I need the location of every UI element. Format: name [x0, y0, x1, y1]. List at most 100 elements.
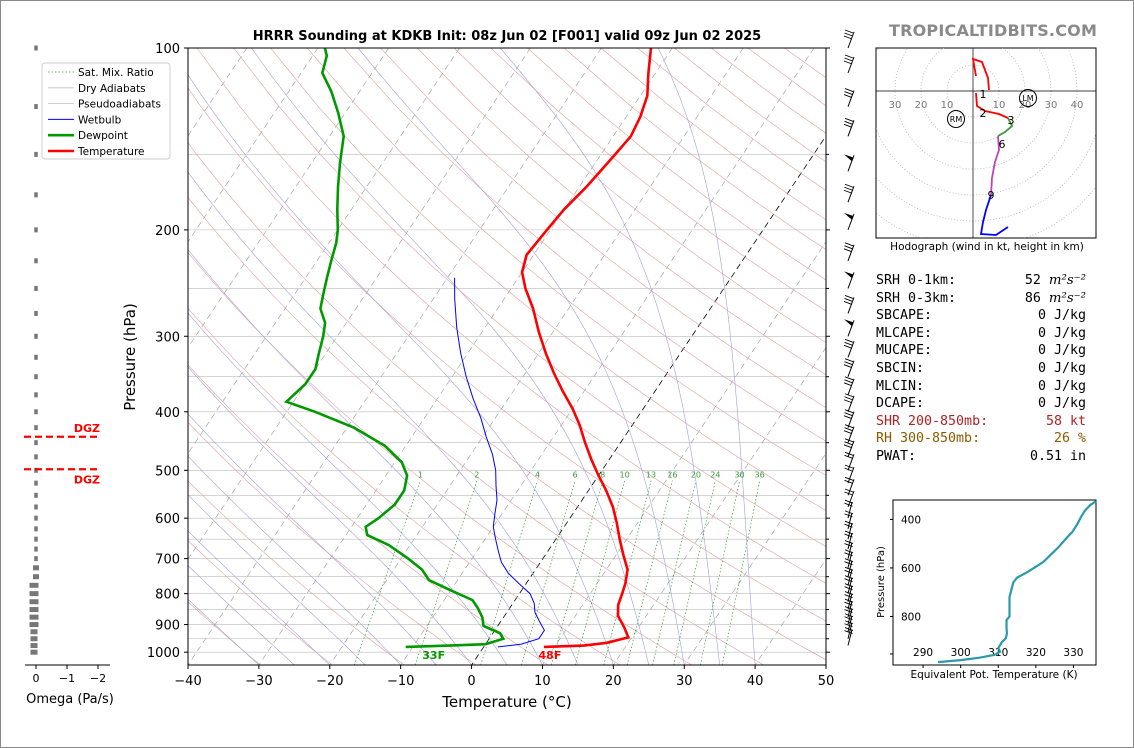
mixing-ratio-line: [480, 480, 538, 665]
wind-barb-feather: [844, 616, 853, 621]
omega-bar: [29, 599, 39, 605]
wind-barb-feather: [843, 123, 853, 128]
hodograph-height-label: 6: [999, 138, 1006, 151]
stat-row: MLCAPE: 0 J/kg: [876, 325, 1086, 343]
isotherm: [258, 48, 673, 665]
omega-axis-label: Omega (Pa/s): [26, 692, 114, 707]
hodograph-ring-label: 10: [941, 100, 954, 111]
wind-barb-staff: [847, 551, 853, 568]
omega-bar: [29, 622, 39, 628]
theta-e-y-label: Pressure (hPa): [876, 546, 887, 618]
theta-e-frame: [892, 499, 1097, 666]
wind-barb-feather: [844, 533, 853, 538]
wind-barb-feather: [843, 444, 853, 449]
wind-barb: [844, 154, 855, 172]
mixing-ratio-label: 6: [573, 471, 578, 480]
wind-barb-feather: [844, 578, 853, 583]
mixing-ratio-label: 1: [418, 471, 423, 480]
omega-bar: [29, 614, 39, 620]
wind-barb: [844, 575, 854, 594]
stat-row: MUCAPE: 0 J/kg: [876, 342, 1086, 360]
y-axis-label: Pressure (hPa): [121, 303, 139, 411]
wind-barb-feather: [844, 379, 853, 384]
hodograph-height-label: 9: [988, 189, 995, 202]
wind-barb-feather: [843, 60, 853, 65]
wind-barb-staff: [847, 272, 855, 289]
y-tick-label: 500: [155, 464, 180, 479]
wind-barb-feather: [843, 430, 853, 435]
wind-barb-staff: [847, 320, 855, 337]
wind-barb: [843, 409, 855, 428]
y-tick-label: 600: [155, 512, 180, 527]
stat-label: SBCIN:: [876, 360, 925, 376]
legend-label: Dewpoint: [78, 130, 128, 142]
wind-barb-staff: [847, 360, 855, 377]
wind-barb-staff: [847, 31, 855, 49]
wind-barb-feather: [844, 54, 854, 59]
wind-barb-feather: [843, 399, 853, 404]
omega-tick-label: −1: [59, 672, 75, 685]
omega-bar: [29, 582, 39, 588]
mixing-ratio-label: 2: [474, 471, 479, 480]
pseudoadiabat: [500, 48, 720, 665]
omega-bar: [34, 104, 38, 110]
mixing-ratio-label: 16: [667, 471, 677, 480]
theta-e-y-tick-label: 400: [901, 514, 921, 526]
hodograph-ring-label: 30: [1045, 100, 1058, 111]
pseudoadiabat: [188, 413, 437, 665]
pseudoadiabat: [188, 530, 331, 665]
omega-tick-label: −2: [90, 672, 106, 685]
omega-bar: [29, 607, 39, 613]
wind-barb: [843, 183, 855, 203]
mixing-ratio-line: [521, 480, 576, 665]
wind-barb-feather: [844, 91, 853, 95]
wind-barb-feather: [844, 491, 853, 496]
omega-bar: [34, 425, 38, 431]
stat-label: SBCAPE:: [876, 308, 933, 324]
wind-barb-feather: [844, 338, 854, 343]
omega-panel: 0 −1 −2 Omega (Pa/s) DGZ DGZ: [24, 45, 114, 707]
y-tick-label: 1000: [147, 646, 180, 661]
wind-barb-feather: [844, 467, 853, 472]
wind-barb-feather: [844, 396, 853, 401]
isotherm: [188, 48, 460, 454]
isotherm: [188, 48, 389, 349]
wind-barb-feather: [844, 29, 854, 34]
theta-e-x-label: Equivalent Pot. Temperature (K): [910, 669, 1077, 681]
dry-adiabat: [380, 48, 826, 408]
stat-label: SRH 0-3km:: [876, 290, 957, 306]
stat-label: PWAT:: [876, 448, 917, 464]
hodograph-ring-label: 40: [1071, 100, 1084, 111]
stat-row: SBCIN: 0 J/kg: [876, 360, 1086, 378]
stat-row: SRH 0-1km: 52 m²s⁻²: [876, 272, 1086, 290]
mixing-ratio-line: [574, 480, 625, 665]
omega-bar: [34, 151, 38, 157]
wind-barb-feather: [844, 438, 854, 443]
wind-barb-feather: [844, 598, 854, 603]
pseudoadiabat: [188, 249, 543, 665]
storm-motion-marker: [1019, 89, 1037, 107]
wind-barb: [844, 319, 855, 337]
wind-barb-feather: [843, 248, 853, 253]
stat-value: 0 J/kg: [1037, 396, 1086, 412]
wind-barb-staff: [847, 186, 855, 203]
wind-barb-feather: [844, 583, 854, 588]
wind-barb-feather: [844, 186, 853, 191]
pseudoadiabat: [188, 366, 472, 665]
dry-adiabat: [188, 87, 826, 622]
stat-label: MUCAPE:: [876, 343, 933, 359]
wind-barb-feather: [844, 376, 854, 381]
brand-watermark: TROPICALTIDBITS.COM: [889, 21, 1098, 40]
theta-e-x-tick-label: 300: [951, 647, 971, 659]
omega-bar: [34, 515, 38, 521]
pseudoadiabat: [188, 494, 366, 665]
stat-row: MLCIN: 0 J/kg: [876, 378, 1086, 396]
dry-adiabat: [188, 480, 405, 665]
x-tick-label: 20: [605, 674, 622, 689]
wind-barb-staff: [847, 542, 853, 559]
omega-bar: [34, 310, 38, 316]
wind-barb-feather: [843, 94, 853, 98]
theta-e-x-tick-label: 290: [913, 647, 933, 659]
x-tick-label: 30: [676, 674, 693, 689]
